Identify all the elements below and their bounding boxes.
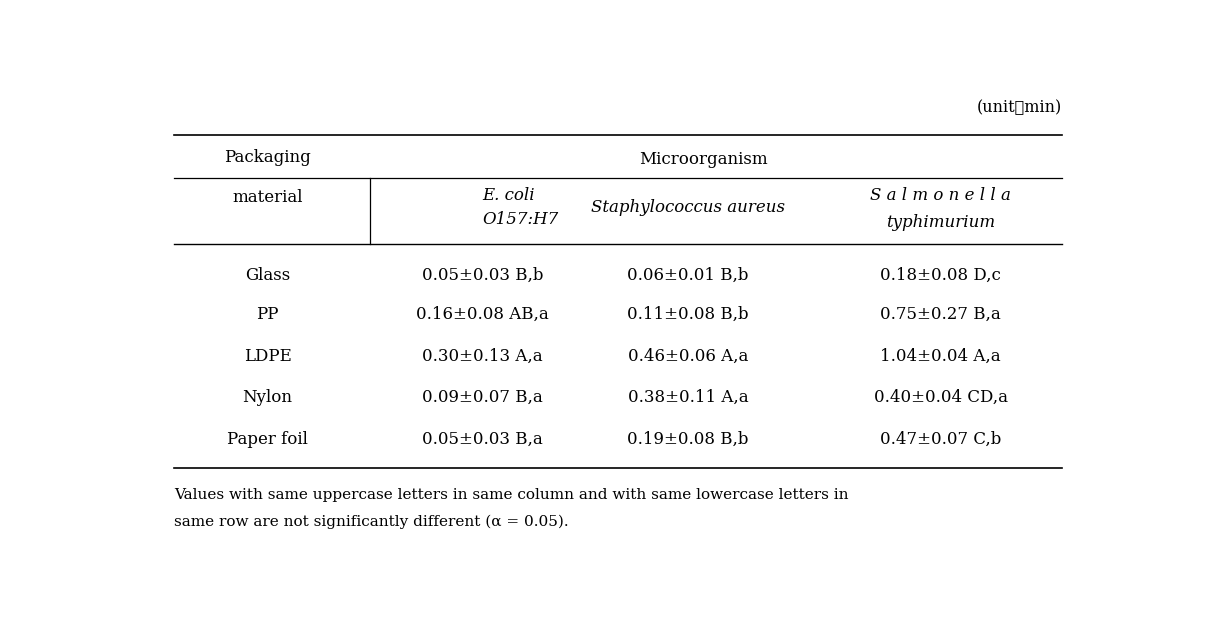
Text: 0.46±0.06 A,a: 0.46±0.06 A,a: [628, 348, 749, 365]
Text: same row are not significantly different (α = 0.05).: same row are not significantly different…: [174, 515, 569, 529]
Text: 0.38±0.11 A,a: 0.38±0.11 A,a: [628, 389, 749, 406]
Text: PP: PP: [257, 306, 279, 323]
Text: 0.40±0.04 CD,a: 0.40±0.04 CD,a: [873, 389, 1007, 406]
Text: 0.18±0.08 D,c: 0.18±0.08 D,c: [880, 267, 1001, 284]
Text: Nylon: Nylon: [242, 389, 293, 406]
Text: typhimurium: typhimurium: [886, 214, 995, 230]
Text: 0.75±0.27 B,a: 0.75±0.27 B,a: [880, 306, 1001, 323]
Text: 0.47±0.07 C,b: 0.47±0.07 C,b: [880, 430, 1001, 448]
Text: Microorganism: Microorganism: [639, 151, 768, 168]
Text: Staphylococcus aureus: Staphylococcus aureus: [591, 199, 785, 216]
Text: 1.04±0.04 A,a: 1.04±0.04 A,a: [880, 348, 1001, 365]
Text: 0.05±0.03 B,a: 0.05±0.03 B,a: [422, 430, 543, 448]
Text: 0.16±0.08 AB,a: 0.16±0.08 AB,a: [416, 306, 549, 323]
Text: 0.05±0.03 B,b: 0.05±0.03 B,b: [422, 267, 543, 284]
Text: O157:H7: O157:H7: [482, 211, 558, 229]
Text: Packaging: Packaging: [224, 149, 311, 166]
Text: 0.06±0.01 B,b: 0.06±0.01 B,b: [627, 267, 749, 284]
Text: E. coli: E. coli: [482, 187, 535, 204]
Text: 0.09±0.07 B,a: 0.09±0.07 B,a: [422, 389, 543, 406]
Text: (unit：min): (unit：min): [977, 99, 1062, 116]
Text: Values with same uppercase letters in same column and with same lowercase letter: Values with same uppercase letters in sa…: [174, 488, 849, 502]
Text: 0.11±0.08 B,b: 0.11±0.08 B,b: [627, 306, 749, 323]
Text: 0.30±0.13 A,a: 0.30±0.13 A,a: [422, 348, 543, 365]
Text: 0.19±0.08 B,b: 0.19±0.08 B,b: [627, 430, 749, 448]
Text: Glass: Glass: [245, 267, 291, 284]
Text: S a l m o n e l l a: S a l m o n e l l a: [870, 187, 1011, 204]
Text: Paper foil: Paper foil: [227, 430, 308, 448]
Text: LDPE: LDPE: [244, 348, 292, 365]
Text: material: material: [233, 189, 303, 206]
